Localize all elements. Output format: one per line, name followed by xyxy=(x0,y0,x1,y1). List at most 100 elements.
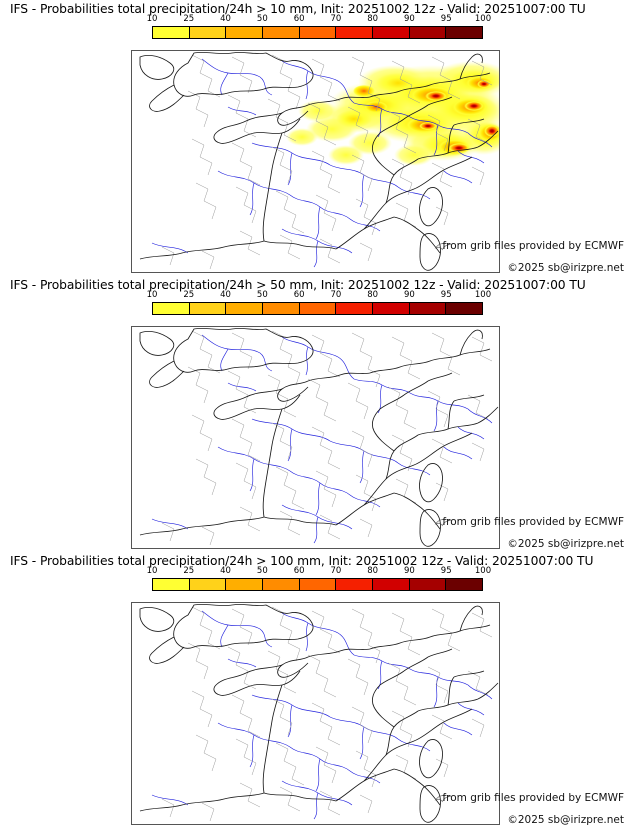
colorbar-tick-100: 100 xyxy=(474,14,492,24)
bird-logo-icon xyxy=(434,518,451,527)
colorbar-tick-labels: 10 25 40 50 60 70 80 90 95 100 xyxy=(147,290,492,302)
colorbar-tick-60: 60 xyxy=(293,14,305,24)
colorbar-tick-90: 90 xyxy=(404,14,415,24)
colorbar-gradient xyxy=(152,578,483,591)
colorbar-tick-40: 40 xyxy=(220,566,231,576)
copyright-attribution: ©2025 sb@irizpre.net xyxy=(507,538,624,550)
precip-blob xyxy=(477,80,491,88)
map-canvas xyxy=(139,52,499,271)
colorbar-tick-80: 80 xyxy=(367,566,379,576)
precip-blob xyxy=(286,128,318,146)
colorbar-tick-60: 60 xyxy=(293,290,305,300)
colorbar-tick-25: 25 xyxy=(183,14,195,24)
administrative-borders-layer xyxy=(161,606,493,822)
precip-blob xyxy=(364,101,388,113)
colorbar-tick-10: 10 xyxy=(146,14,158,24)
panel-title-10mm: IFS - Probabilities total precipitation/… xyxy=(10,2,586,16)
colorbar-tick-70: 70 xyxy=(330,14,342,24)
precip-blob xyxy=(464,101,484,111)
colorbar-tick-80: 80 xyxy=(367,290,379,300)
colorbar-tick-40: 40 xyxy=(220,14,231,24)
colorbar-segment-6 xyxy=(373,303,410,314)
colorbar-segment-3 xyxy=(263,579,300,590)
colorbar-tick-90: 90 xyxy=(404,566,415,576)
colorbar-segment-6 xyxy=(373,27,410,38)
colorbar-tick-60: 60 xyxy=(293,566,305,576)
colorbar-tick-100: 100 xyxy=(474,566,492,576)
map-frame[interactable] xyxy=(131,326,500,549)
precipitation-probability-field xyxy=(286,61,499,166)
colorbar-segment-4 xyxy=(299,303,337,314)
colorbar-segment-7 xyxy=(409,27,447,38)
colorbar-tick-40: 40 xyxy=(220,290,231,300)
bird-logo-icon xyxy=(434,242,451,251)
probability-colorbar: 10 25 40 50 60 70 80 90 95 100 xyxy=(147,566,492,594)
colorbar-tick-80: 80 xyxy=(367,14,379,24)
precip-blob xyxy=(448,143,470,153)
data-source-attribution: from grib files provided by ECMWF xyxy=(442,516,624,528)
colorbar-segment-7 xyxy=(409,303,447,314)
colorbar-tick-25: 25 xyxy=(183,290,195,300)
colorbar-tick-50: 50 xyxy=(256,290,268,300)
coastline-layer xyxy=(139,52,499,271)
colorbar-segment-1 xyxy=(189,27,227,38)
rivers-layer xyxy=(151,58,493,268)
data-source-attribution: from grib files provided by ECMWF xyxy=(442,240,624,252)
colorbar-segment-2 xyxy=(226,27,264,38)
administrative-borders-layer xyxy=(161,330,493,546)
precip-blob xyxy=(328,145,364,165)
colorbar-segment-5 xyxy=(336,27,374,38)
probability-colorbar: 10 25 40 50 60 70 80 90 95 100 xyxy=(147,290,492,318)
panel-title-100mm: IFS - Probabilities total precipitation/… xyxy=(10,554,594,568)
map-canvas xyxy=(139,604,499,823)
colorbar-segment-4 xyxy=(299,27,337,38)
copyright-attribution: ©2025 sb@irizpre.net xyxy=(507,262,624,274)
colorbar-segment-5 xyxy=(336,303,374,314)
copyright-attribution: ©2025 sb@irizpre.net xyxy=(507,814,624,826)
precip-blob xyxy=(425,91,447,101)
colorbar-segment-7 xyxy=(409,579,447,590)
colorbar-segment-1 xyxy=(189,579,227,590)
colorbar-tick-70: 70 xyxy=(330,566,342,576)
colorbar-segment-2 xyxy=(226,303,264,314)
precip-blob xyxy=(298,100,338,122)
colorbar-tick-25: 25 xyxy=(183,566,195,576)
colorbar-tick-10: 10 xyxy=(146,566,158,576)
precip-blob xyxy=(353,85,375,97)
colorbar-segment-8 xyxy=(446,579,483,590)
colorbar-segment-5 xyxy=(336,579,374,590)
colorbar-segment-6 xyxy=(373,579,410,590)
administrative-borders-layer xyxy=(161,54,493,270)
colorbar-tick-90: 90 xyxy=(404,290,415,300)
precip-blob xyxy=(419,122,437,130)
coastline-layer xyxy=(139,328,499,547)
coastline-layer xyxy=(139,604,499,823)
colorbar-tick-70: 70 xyxy=(330,290,342,300)
forecast-panel-100mm: IFS - Probabilities total precipitation/… xyxy=(0,552,630,828)
colorbar-segment-3 xyxy=(263,303,300,314)
colorbar-tick-95: 95 xyxy=(440,566,452,576)
bird-logo-icon xyxy=(434,794,451,803)
colorbar-segment-2 xyxy=(226,579,264,590)
colorbar-tick-95: 95 xyxy=(440,14,452,24)
colorbar-segment-0 xyxy=(153,27,190,38)
colorbar-tick-100: 100 xyxy=(474,290,492,300)
precip-blob xyxy=(336,110,372,128)
map-frame[interactable] xyxy=(131,50,500,273)
data-source-attribution: from grib files provided by ECMWF xyxy=(442,792,624,804)
colorbar-segment-1 xyxy=(189,303,227,314)
forecast-panel-10mm: IFS - Probabilities total precipitation/… xyxy=(0,0,630,276)
probability-colorbar: 10 25 40 50 60 70 80 90 95 100 xyxy=(147,14,492,42)
colorbar-gradient xyxy=(152,302,483,315)
forecast-panel-50mm: IFS - Probabilities total precipitation/… xyxy=(0,276,630,552)
panel-title-50mm: IFS - Probabilities total precipitation/… xyxy=(10,278,586,292)
colorbar-segment-0 xyxy=(153,579,190,590)
colorbar-gradient xyxy=(152,26,483,39)
colorbar-tick-10: 10 xyxy=(146,290,158,300)
colorbar-segment-0 xyxy=(153,303,190,314)
map-canvas xyxy=(139,328,499,547)
colorbar-tick-labels: 10 25 40 50 60 70 80 90 95 100 xyxy=(147,14,492,26)
map-frame[interactable] xyxy=(131,602,500,825)
colorbar-tick-50: 50 xyxy=(256,566,268,576)
colorbar-tick-labels: 10 25 40 50 60 70 80 90 95 100 xyxy=(147,566,492,578)
